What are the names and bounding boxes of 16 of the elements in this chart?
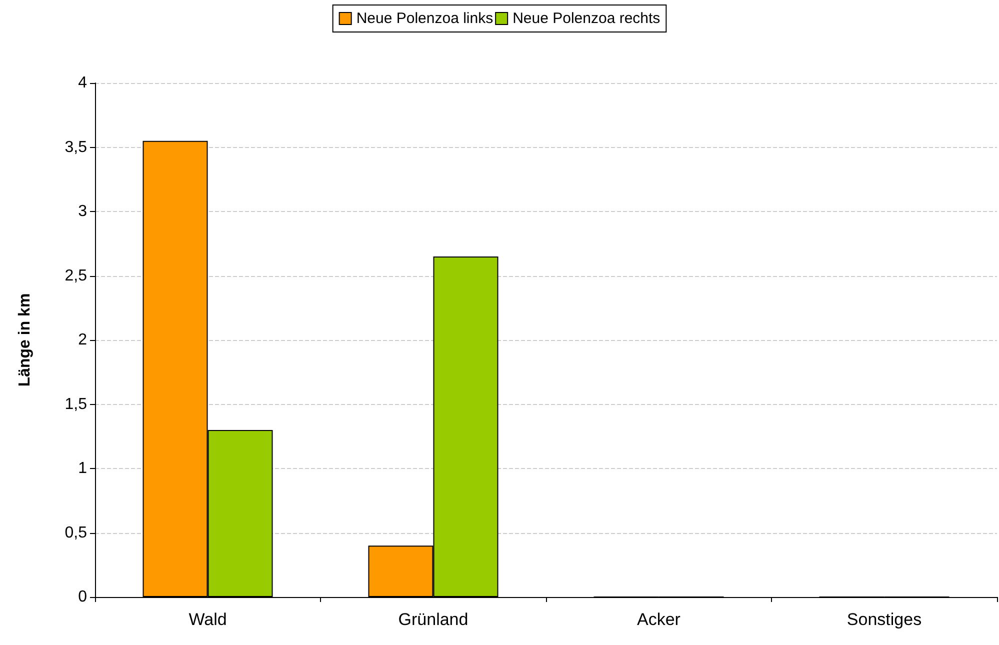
legend-label: Neue Polenzoa links	[356, 10, 494, 27]
y-tick-label: 1	[78, 460, 88, 477]
y-tick-label: 4	[78, 74, 88, 92]
y-tick-label: 1,5	[64, 396, 88, 413]
y-axis-title: Länge in km	[16, 293, 34, 387]
x-tick-label: Acker	[637, 610, 681, 629]
y-tick-label: 0,5	[64, 524, 88, 542]
y-tick-label: 3,5	[64, 138, 88, 156]
x-tick-label: Sonstiges	[846, 610, 922, 629]
y-tick-label: 2	[78, 332, 88, 348]
y-tick-label: 3	[78, 203, 88, 220]
x-tick-label: Wald	[188, 610, 227, 629]
legend-label: Neue Polenzoa rechts	[512, 10, 660, 27]
x-tick-label: Grünland	[398, 610, 468, 629]
y-tick-label: 2,5	[64, 267, 88, 284]
y-tick-label: 0	[78, 588, 88, 606]
